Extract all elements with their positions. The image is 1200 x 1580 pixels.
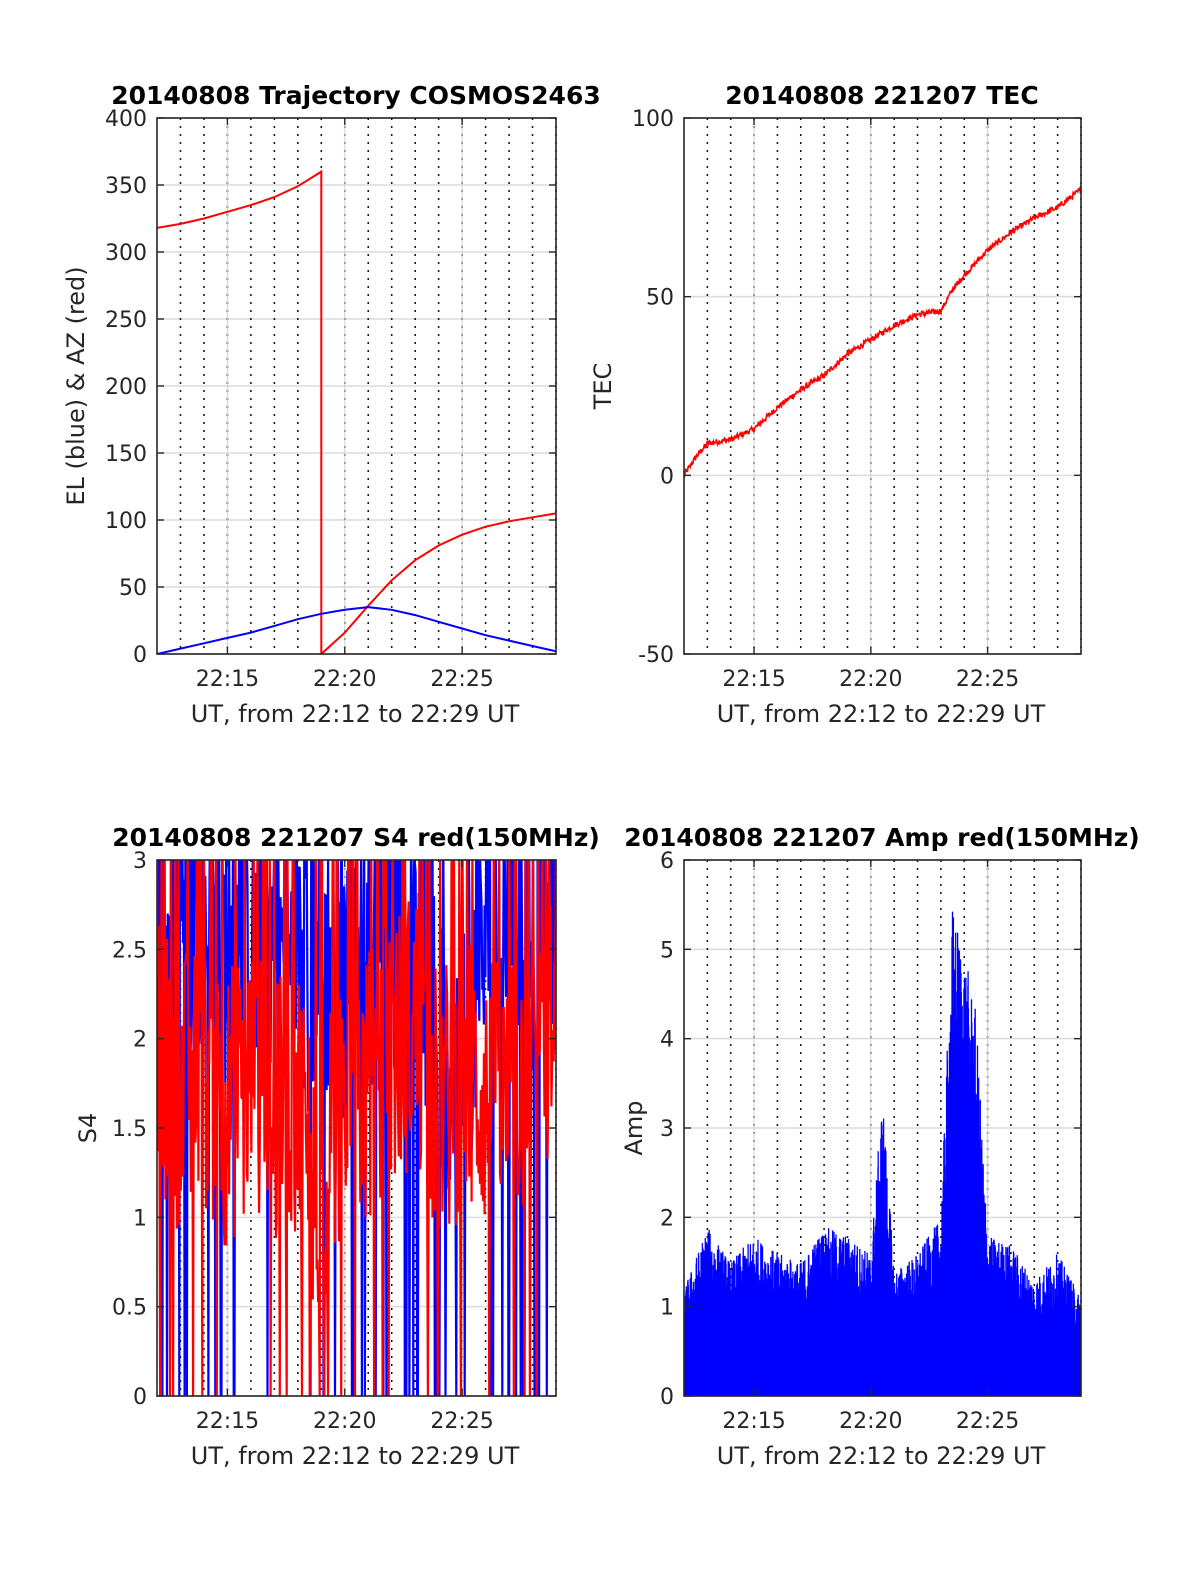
y-tick-label: 1 <box>133 1206 147 1231</box>
x-tick-label: 22:15 <box>722 667 785 692</box>
series-group <box>684 185 1081 479</box>
chart-title: 20140808 221207 Amp red(150MHz) <box>624 823 1140 852</box>
x-tick-label: 22:20 <box>313 1409 376 1434</box>
series-group <box>157 169 556 654</box>
chart-title: 20140808 221207 S4 red(150MHz) <box>112 823 600 852</box>
y-tick-label: 6 <box>660 849 674 874</box>
y-tick-label: 1.5 <box>112 1117 147 1142</box>
y-axis-label: S4 <box>74 1113 102 1144</box>
x-tick-label: 22:15 <box>722 1409 785 1434</box>
y-tick-label: 5 <box>660 938 674 963</box>
chart-title: 20140808 221207 TEC <box>725 81 1038 110</box>
y-tick-label: 3 <box>660 1117 674 1142</box>
y-tick-label: -50 <box>638 643 674 668</box>
series-group <box>684 911 1081 1396</box>
series-line-1 <box>157 606 556 654</box>
axes-frame <box>683 117 1082 655</box>
y-tick-label: 4 <box>660 1028 674 1053</box>
x-tick-label: 22:25 <box>956 667 1019 692</box>
series-line-1 <box>157 860 556 1396</box>
x-tick-label: 22:20 <box>839 667 902 692</box>
y-tick-label: 2.5 <box>112 938 147 963</box>
y-tick-label: 2 <box>660 1206 674 1231</box>
plot-area <box>684 118 1081 654</box>
panel-amp: 20140808 221207 Amp red(150MHz) UT, from… <box>620 823 1140 1470</box>
x-tick-label: 22:25 <box>430 1409 493 1434</box>
x-tick-label: 22:20 <box>313 667 376 692</box>
y-tick-label: 0 <box>660 464 674 489</box>
y-tick-label: 100 <box>105 509 147 534</box>
y-tick-label: 0.5 <box>112 1296 147 1321</box>
panel-tec: 20140808 221207 TEC UT, from 22:12 to 22… <box>589 81 1082 728</box>
panel-s4: 20140808 221207 S4 red(150MHz) UT, from … <box>74 823 600 1470</box>
series-line-0 <box>684 185 1081 479</box>
y-axis-label: TEC <box>589 363 617 411</box>
y-tick-label: 0 <box>133 1385 147 1410</box>
series-group <box>157 860 556 1396</box>
x-tick-label: 22:15 <box>196 1409 259 1434</box>
series-line-0 <box>684 911 1081 1396</box>
y-axis-label: EL (blue) & AZ (red) <box>62 266 90 505</box>
y-axis-label: Amp <box>620 1100 648 1155</box>
y-tick-label: 300 <box>105 241 147 266</box>
y-tick-label: 0 <box>660 1385 674 1410</box>
x-tick-label: 22:20 <box>839 1409 902 1434</box>
panel-trajectory: 20140808 Trajectory COSMOS2463 UT, from … <box>62 81 601 728</box>
y-tick-label: 50 <box>646 286 674 311</box>
x-tick-label: 22:15 <box>196 667 259 692</box>
y-tick-label: 200 <box>105 375 147 400</box>
y-tick-label: 100 <box>632 107 674 132</box>
y-tick-label: 50 <box>119 576 147 601</box>
y-tick-label: 1 <box>660 1296 674 1321</box>
y-tick-label: 250 <box>105 308 147 333</box>
x-axis-label: UT, from 22:12 to 22:29 UT <box>717 700 1046 728</box>
series-line-0 <box>157 860 556 1396</box>
y-tick-label: 3 <box>133 849 147 874</box>
y-tick-label: 400 <box>105 107 147 132</box>
y-tick-label: 150 <box>105 442 147 467</box>
series-line-0 <box>157 169 556 654</box>
y-tick-label: 350 <box>105 174 147 199</box>
chart-title: 20140808 Trajectory COSMOS2463 <box>111 81 601 110</box>
x-tick-label: 22:25 <box>956 1409 1019 1434</box>
x-axis-label: UT, from 22:12 to 22:29 UT <box>191 700 520 728</box>
y-tick-label: 0 <box>133 643 147 668</box>
x-tick-label: 22:25 <box>430 667 493 692</box>
x-axis-label: UT, from 22:12 to 22:29 UT <box>717 1442 1046 1470</box>
y-tick-label: 2 <box>133 1028 147 1053</box>
x-axis-label: UT, from 22:12 to 22:29 UT <box>191 1442 520 1470</box>
